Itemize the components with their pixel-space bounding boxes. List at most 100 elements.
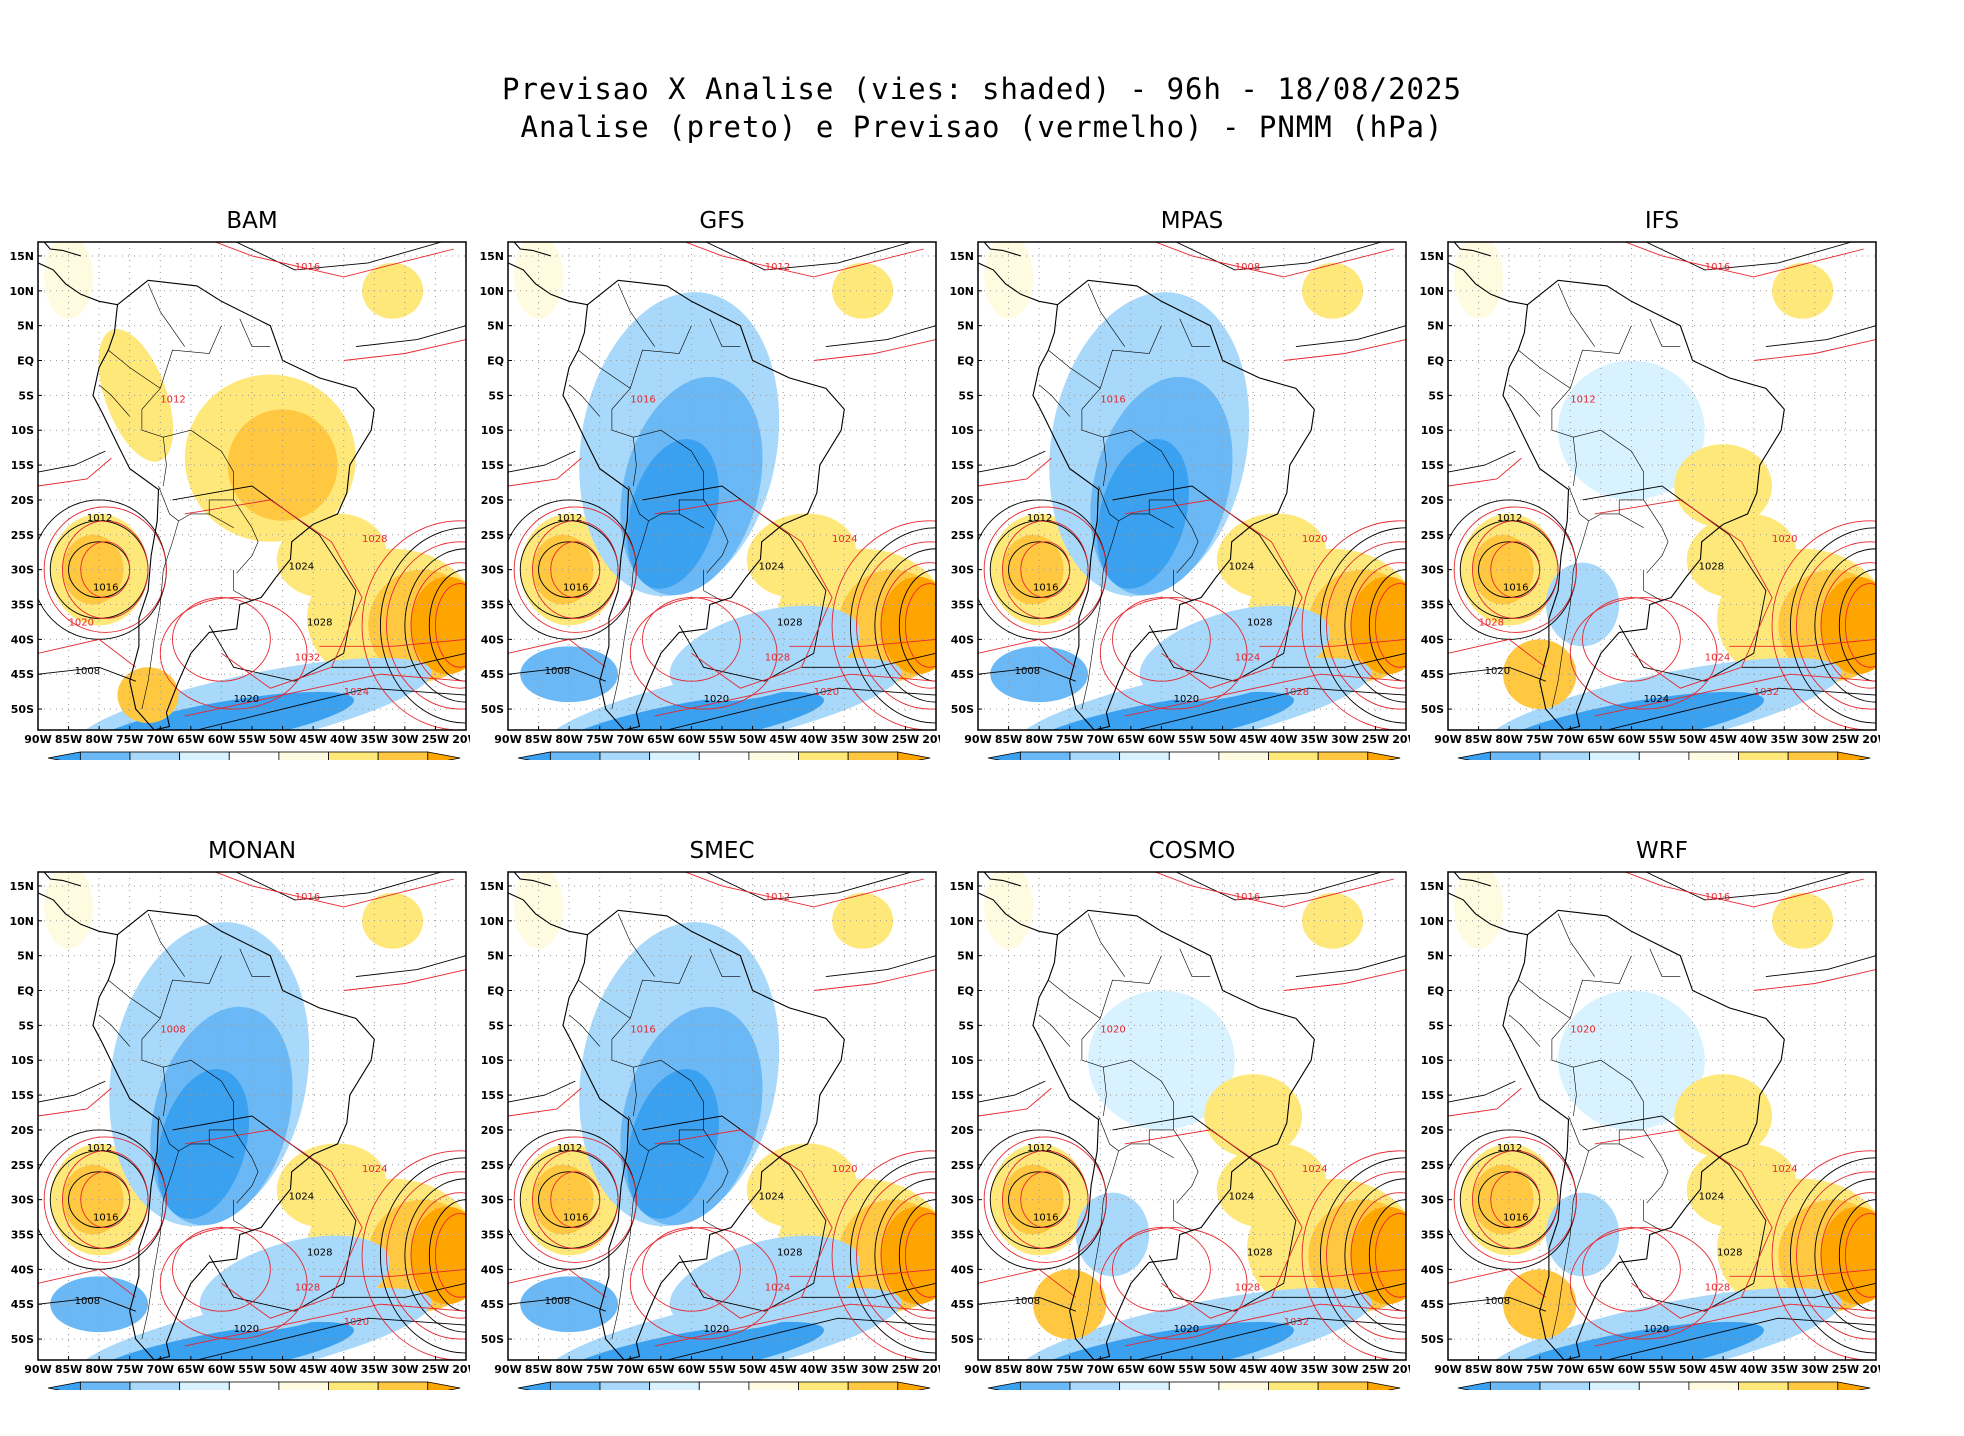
lon-tick-label: 60W (208, 1363, 235, 1376)
lat-tick-label: 10S (1421, 424, 1444, 437)
analysis-label: 1008 (1015, 1296, 1040, 1307)
analysis-label: 1024 (1229, 1192, 1254, 1203)
forecast-label: 1020 (1100, 1024, 1125, 1035)
lon-tick-label: 70W (1557, 1363, 1584, 1376)
colorbar: -4-3-2-11234 (517, 1381, 931, 1390)
forecast-label: 1028 (295, 1282, 320, 1293)
lon-tick-label: 35W (1771, 1363, 1798, 1376)
lat-tick-label: 15S (951, 1089, 974, 1102)
lat-tick-label: 5N (487, 950, 504, 963)
axis-ticks: 15N 10N 5N EQ 5S 10S 15S 20S 25S 30S 35S 40S 45S 50S 9… (479, 250, 940, 746)
lon-tick-label: 45W (769, 733, 796, 746)
lat-tick-label: 50S (11, 703, 34, 716)
lon-tick-label: 60W (1618, 733, 1645, 746)
lon-tick-label: 70W (1087, 733, 1114, 746)
bias-shading: 1012 1016 1008 1020 1024 1028 1012 1016 1020 1024 (508, 872, 936, 1360)
lon-tick-label: 35W (1771, 733, 1798, 746)
lon-tick-label: 25W (1362, 733, 1389, 746)
colorbar: -4-3-2-11234 (987, 1381, 1401, 1390)
lon-tick-label: 70W (1087, 1363, 1114, 1376)
contour-labels: 1012 1016 1008 1020 1024 1028 1016 1020 1024 1028 (1485, 892, 1798, 1335)
analysis-label: 1020 (234, 694, 259, 705)
forecast-label: 1016 (630, 394, 655, 405)
panel-monan: MONAN 1012 1016 1008 1020 1024 1028 1016 1008 102… (0, 830, 470, 1390)
lat-tick-label: 15N (9, 250, 34, 263)
forecast-label: 1020 (344, 1317, 369, 1328)
lon-tick-label: 90W (964, 1363, 991, 1376)
lat-tick-label: 35S (951, 599, 974, 612)
analysis-label: 1020 (1644, 1324, 1669, 1335)
forecast-label: 1024 (1705, 652, 1730, 663)
panel-ifs: IFS 1012 1016 1020 1024 1028 1016 1012 1020 1024 1… (1410, 200, 1880, 760)
forecast-label: 1032 (1754, 687, 1779, 698)
lat-tick-label: 5S (18, 389, 34, 402)
lon-tick-label: 40W (1270, 733, 1297, 746)
lat-tick-label: 5S (18, 1019, 34, 1032)
lat-tick-label: 40S (11, 1263, 34, 1276)
lon-tick-label: 60W (1148, 1363, 1175, 1376)
lon-tick-label: 75W (116, 733, 143, 746)
lat-tick-label: 10S (1421, 1054, 1444, 1067)
country-borders (1038, 283, 1211, 710)
lon-tick-label: 80W (85, 1363, 112, 1376)
map-svg: COSMO 1012 1016 1008 1020 1024 1028 1016 1020 102… (949, 838, 1410, 1390)
lon-tick-label: 40W (800, 1363, 827, 1376)
axis-ticks: 15N 10N 5N EQ 5S 10S 15S 20S 25S 30S 35S 40S 45S 50S 9… (949, 880, 1410, 1376)
lat-tick-label: 15S (1421, 1089, 1444, 1102)
lon-tick-label: 65W (177, 733, 204, 746)
lon-tick-label: 80W (1025, 733, 1052, 746)
coastline (1448, 872, 1785, 1360)
lon-tick-label: 35W (831, 733, 858, 746)
lat-tick-label: 20S (11, 1124, 34, 1137)
title-line-2: Analise (preto) e Previsao (vermelho) - … (520, 110, 1444, 144)
lon-tick-label: 40W (1270, 1363, 1297, 1376)
lon-tick-label: 30W (861, 733, 888, 746)
lon-tick-label: 60W (1618, 1363, 1645, 1376)
forecast-label: 1016 (1235, 892, 1260, 903)
lon-tick-label: 35W (1301, 733, 1328, 746)
lat-tick-label: 50S (1421, 703, 1444, 716)
lon-tick-label: 20W (1392, 1363, 1410, 1376)
lat-tick-label: 10N (949, 915, 974, 928)
lat-tick-label: 10S (481, 1054, 504, 1067)
lon-tick-label: 20W (1862, 733, 1880, 746)
lon-tick-label: 20W (922, 733, 940, 746)
lat-tick-label: 15N (479, 250, 504, 263)
lon-tick-label: 55W (1648, 733, 1675, 746)
lat-tick-label: 35S (481, 1229, 504, 1242)
lat-tick-label: 10N (479, 285, 504, 298)
lon-tick-label: 90W (24, 1363, 51, 1376)
lon-tick-label: 75W (1526, 733, 1553, 746)
lon-tick-label: 20W (452, 733, 470, 746)
contour-labels: 1012 1016 1008 1020 1024 1028 1008 1016 1020 1024… (1015, 262, 1328, 705)
analysis-label: 1020 (1485, 666, 1510, 677)
lat-tick-label: 45S (481, 1298, 504, 1311)
forecast-label: 1016 (295, 262, 320, 273)
bias-shading: 1012 1016 1008 1020 1024 1028 1008 1016 1020 1024… (978, 242, 1406, 730)
lat-tick-label: 5S (1428, 389, 1444, 402)
lat-tick-label: 35S (481, 599, 504, 612)
analysis-label: 1028 (777, 1247, 802, 1258)
forecast-label: 1024 (1772, 1164, 1797, 1175)
lat-tick-label: 45S (1421, 1298, 1444, 1311)
map-svg: SMEC 1012 1016 1008 1020 1024 1028 1012 1016 1020… (479, 838, 940, 1390)
lat-tick-label: 45S (951, 668, 974, 681)
lat-tick-label: 25S (1421, 1159, 1444, 1172)
panel-mpas: MPAS 1012 1016 1008 1020 1024 1028 1008 1016 1020… (940, 200, 1410, 760)
lat-tick-label: EQ (17, 985, 34, 998)
analysis-label: 1020 (704, 1324, 729, 1335)
lat-tick-label: 20S (481, 1124, 504, 1137)
lat-tick-label: 50S (951, 703, 974, 716)
lat-tick-label: 25S (1421, 529, 1444, 542)
analysis-label: 1012 (1027, 1143, 1052, 1154)
lat-tick-label: 30S (481, 1194, 504, 1207)
lat-tick-label: 10N (9, 285, 34, 298)
lon-tick-label: 85W (55, 733, 82, 746)
lon-tick-label: 35W (831, 1363, 858, 1376)
lon-tick-label: 20W (452, 1363, 470, 1376)
lat-tick-label: 5N (1427, 320, 1444, 333)
coastline (978, 242, 1315, 730)
country-borders (1508, 283, 1681, 710)
lon-tick-label: 80W (1025, 1363, 1052, 1376)
lon-tick-label: 30W (391, 1363, 418, 1376)
